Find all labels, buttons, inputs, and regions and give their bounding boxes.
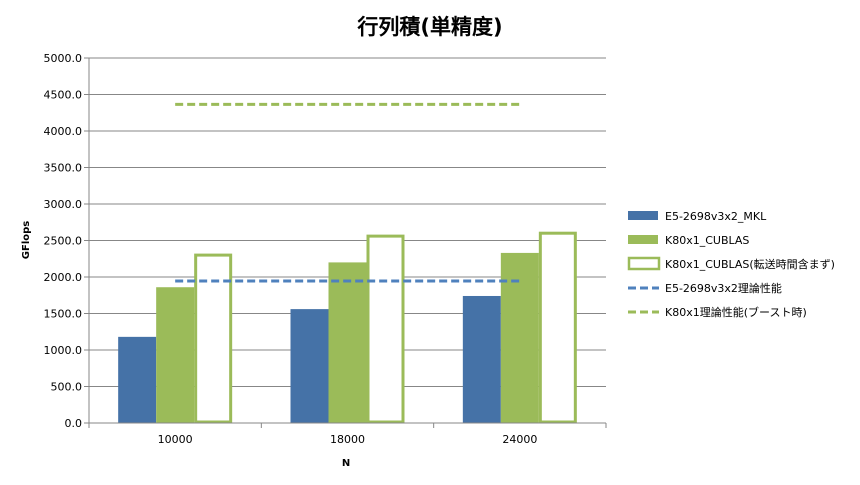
- y-tick-label: 0.0: [65, 417, 83, 430]
- y-tick-label: 4500.0: [44, 89, 83, 102]
- bar-outline: [538, 231, 577, 424]
- legend-swatch: [627, 256, 661, 271]
- bar: [328, 262, 367, 423]
- y-tick-label: 1000.0: [44, 344, 83, 357]
- y-tick-label: 2500.0: [44, 235, 83, 248]
- x-tick-label: 24000: [502, 433, 537, 446]
- legend-label: K80x1_CUBLAS(転送時間含まず): [665, 257, 835, 271]
- legend-label: E5-2698v3x2_MKL: [665, 210, 767, 223]
- x-axis-ticks: 10000 18000 24000: [88, 423, 607, 446]
- legend: E5-2698v3x2_MKL K80x1_CUBLAS K80x1_CUBLAS(…: [627, 210, 835, 319]
- legend-swatch: [628, 235, 658, 244]
- y-tick-label: 500.0: [51, 381, 83, 394]
- legend-label: K80x1理論性能(ブースト時): [665, 305, 807, 319]
- axes: [88, 58, 606, 424]
- y-tick-label: 2000.0: [44, 271, 83, 284]
- bar: [290, 309, 329, 423]
- y-tick-label: 1500.0: [44, 308, 83, 321]
- bar-outline: [194, 253, 233, 424]
- x-tick-label: 10000: [158, 433, 193, 446]
- chart-title: 行列積(単精度): [356, 15, 502, 39]
- reference-lines: [175, 102, 520, 283]
- bar: [500, 252, 539, 423]
- legend-label: K80x1_CUBLAS: [665, 234, 749, 247]
- y-axis-ticks: 0.0 500.0 1000.0 1500.0 2000.0 2500.0 3000.0 35…: [44, 52, 89, 430]
- bars: [118, 231, 577, 424]
- y-tick-label: 3500.0: [44, 162, 83, 175]
- legend-label: E5-2698v3x2理論性能: [665, 281, 782, 295]
- y-tick-label: 5000.0: [44, 52, 83, 65]
- y-axis-label: GFlops: [21, 221, 32, 259]
- bar: [118, 336, 157, 423]
- x-axis-label: N: [342, 458, 350, 469]
- bar-outline: [366, 234, 405, 424]
- y-tick-label: 3000.0: [44, 198, 83, 211]
- x-tick-label: 18000: [330, 433, 365, 446]
- bar: [156, 287, 195, 423]
- y-tick-label: 4000.0: [44, 125, 83, 138]
- bar: [462, 295, 501, 423]
- legend-swatch: [628, 211, 658, 220]
